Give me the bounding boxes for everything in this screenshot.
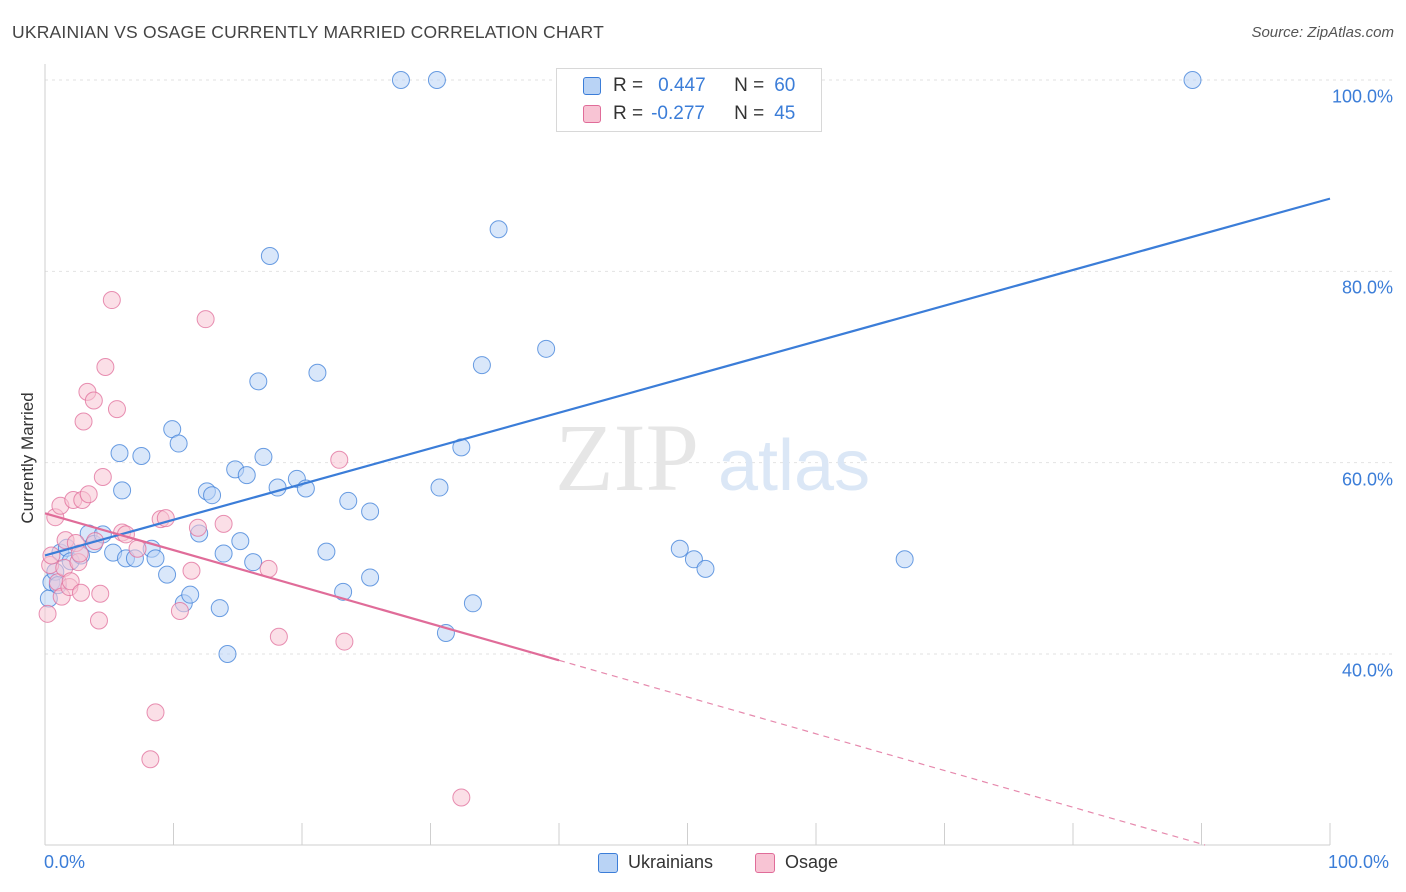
- legend-r-value-osage: -0.277: [651, 103, 705, 124]
- data-point: [158, 565, 177, 584]
- data-point: [237, 466, 256, 485]
- data-point: [684, 550, 703, 569]
- trend-line-osage: [44, 512, 560, 662]
- data-point: [308, 363, 327, 382]
- data-point: [334, 582, 353, 601]
- bottom-legend-swatch-osage: [755, 852, 775, 873]
- data-point: [102, 291, 121, 310]
- legend-r-label: R =: [613, 103, 644, 124]
- y-tick-label: 60.0%: [1341, 469, 1393, 490]
- data-point: [38, 604, 57, 623]
- data-point: [214, 544, 233, 563]
- data-point: [430, 478, 449, 497]
- data-point: [110, 444, 129, 463]
- data-point: [463, 594, 482, 613]
- y-tick-label: 100.0%: [1331, 86, 1393, 107]
- data-point: [361, 502, 380, 521]
- data-point: [107, 400, 126, 419]
- data-point: [89, 611, 108, 630]
- data-point: [269, 627, 288, 646]
- data-point: [317, 542, 336, 561]
- data-point: [210, 599, 229, 618]
- data-point: [181, 585, 200, 604]
- bottom-legend-swatch-ukrainians: [598, 852, 618, 873]
- data-point: [141, 750, 160, 769]
- data-point: [196, 310, 215, 329]
- data-point: [146, 703, 165, 722]
- legend-row-ukrainians: R = 0.447 N = 60: [583, 75, 795, 97]
- data-point: [182, 561, 201, 580]
- data-point: [231, 532, 250, 551]
- legend-n-value-osage: 45: [774, 103, 796, 124]
- watermark: ZIP atlas: [555, 404, 870, 511]
- data-point: [472, 356, 491, 375]
- data-point: [188, 518, 207, 537]
- y-tick-label: 80.0%: [1341, 277, 1393, 298]
- x-tick-max: 100.0%: [1328, 852, 1390, 872]
- x-tick-min: 0.0%: [44, 852, 86, 872]
- data-point: [249, 372, 268, 391]
- legend-n-label: N =: [734, 75, 765, 96]
- data-point: [670, 539, 689, 558]
- legend-r-label: R =: [613, 75, 644, 96]
- watermark-atlas: atlas: [718, 426, 870, 506]
- data-point: [339, 491, 358, 510]
- chart-title: UKRAINIAN VS OSAGE CURRENTLY MARRIED COR…: [12, 22, 604, 42]
- data-point: [452, 788, 471, 807]
- data-point: [427, 71, 446, 89]
- legend-swatch-osage: [583, 105, 601, 123]
- legend-n-label: N =: [734, 103, 765, 124]
- bottom-legend-label-osage: Osage: [785, 852, 839, 872]
- data-point: [244, 553, 263, 572]
- data-point: [61, 572, 80, 591]
- data-point: [489, 220, 508, 239]
- bottom-legend-ukrainians: Ukrainians: [598, 852, 713, 873]
- axes: [44, 64, 1331, 846]
- legend-row-osage: R = -0.277 N = 45: [583, 103, 795, 125]
- data-point: [146, 549, 165, 568]
- series-osage: [38, 291, 471, 807]
- watermark-zip: ZIP: [555, 404, 699, 511]
- data-point: [84, 391, 103, 410]
- data-point: [335, 632, 354, 651]
- data-point: [330, 450, 349, 469]
- data-point: [895, 550, 914, 569]
- series-ukrainians: [39, 71, 1202, 663]
- data-point: [96, 358, 115, 376]
- legend-n-value-ukrainians: 60: [774, 75, 796, 96]
- data-point: [254, 447, 273, 466]
- data-point: [361, 568, 380, 587]
- data-point: [93, 468, 112, 487]
- legend-r-value-ukrainians: 0.447: [658, 75, 706, 96]
- data-point: [537, 339, 556, 358]
- trend-line-ukrainians: [44, 197, 1331, 557]
- data-point: [71, 583, 90, 602]
- stats-legend: R = 0.447 N = 60 R = -0.277 N = 45: [556, 68, 822, 132]
- data-point: [218, 645, 237, 663]
- bottom-legend-label-ukrainians: Ukrainians: [628, 852, 714, 872]
- source-label: Source: ZipAtlas.com: [1251, 24, 1394, 41]
- y-tick-label: 40.0%: [1341, 660, 1393, 681]
- data-points: [38, 71, 1202, 807]
- bottom-legend-osage: Osage: [755, 852, 838, 873]
- trend-lines: [44, 197, 1331, 846]
- data-point: [132, 446, 151, 465]
- data-point: [214, 514, 233, 533]
- data-point: [113, 481, 132, 500]
- data-point: [91, 584, 110, 603]
- data-point: [169, 434, 188, 453]
- legend-swatch-ukrainians: [583, 77, 601, 95]
- data-point: [170, 601, 189, 620]
- data-point: [203, 486, 222, 505]
- data-point: [79, 485, 98, 504]
- data-point: [128, 539, 147, 558]
- data-point: [42, 546, 61, 565]
- data-point: [696, 559, 715, 578]
- data-point: [1183, 71, 1202, 89]
- trend-line-extension-osage: [558, 659, 1206, 846]
- data-point: [260, 247, 279, 266]
- data-point: [74, 412, 93, 431]
- data-point: [391, 71, 410, 89]
